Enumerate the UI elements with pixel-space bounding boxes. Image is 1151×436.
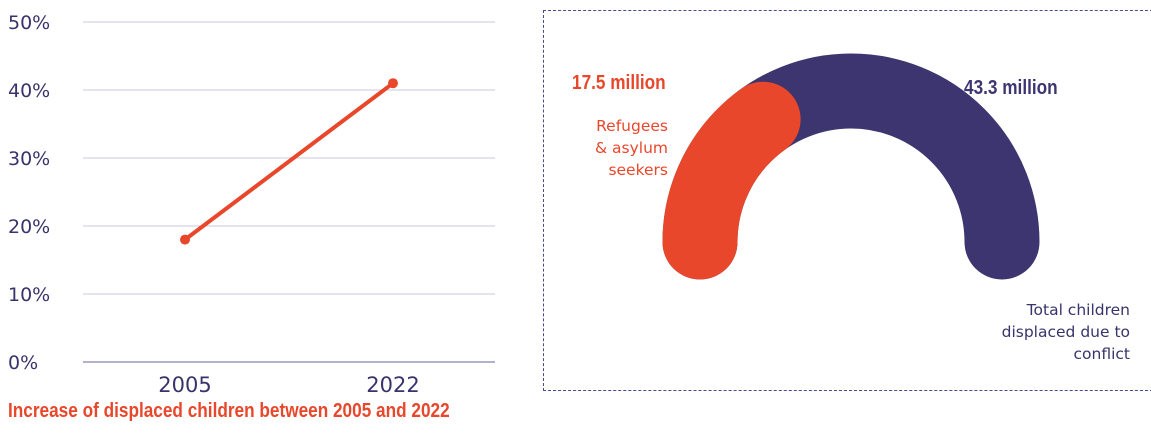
total-value: 43.3 million <box>964 77 1058 99</box>
chart-caption: Increase of displaced children between 2… <box>8 400 450 422</box>
total-label: Total children displaced due to conflict <box>1001 301 1130 363</box>
y-tick-label: 0% <box>8 352 38 374</box>
y-tick-label: 10% <box>8 284 50 306</box>
series-line <box>183 81 395 242</box>
y-tick-label: 40% <box>8 80 50 102</box>
y-tick-label: 30% <box>8 148 50 170</box>
refugees-value: 17.5 million <box>572 72 666 94</box>
comparison-panel <box>543 10 1151 391</box>
data-point <box>388 78 398 89</box>
refugees-label: Refugees & asylum seekers <box>595 117 668 179</box>
x-tick-label: 2005 <box>158 373 211 397</box>
y-tick-label: 20% <box>8 216 50 238</box>
y-tick-label: 50% <box>8 12 50 34</box>
x-tick-label: 2022 <box>366 373 419 397</box>
slice-refugees <box>662 81 801 280</box>
line-chart: 0% 10% 20% 30% 40% 50% 2005 2022 <box>8 12 495 397</box>
data-point <box>180 234 190 245</box>
